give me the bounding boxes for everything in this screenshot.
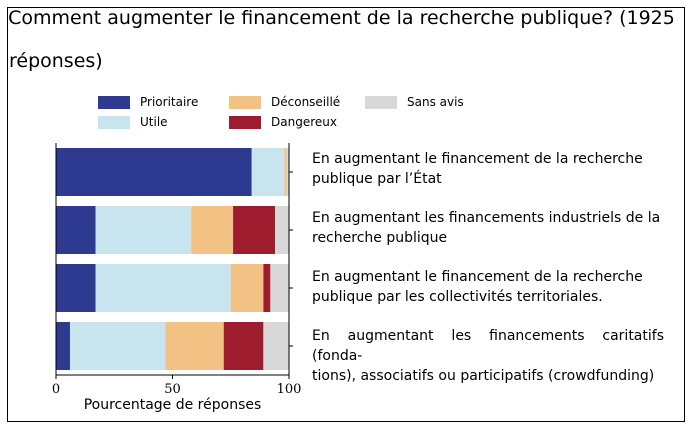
bar-segment: [230, 264, 264, 312]
legend-swatch-sans-avis: [365, 95, 397, 109]
x-tick-label: 0: [52, 382, 60, 397]
category-label-etat: En augmentant le financement de la reche…: [312, 149, 664, 189]
legend-item-deconseille: Déconseillé: [229, 95, 340, 109]
bar-segment: [56, 206, 96, 254]
category-label-line: En augmentant le financement de la reche…: [312, 151, 643, 167]
x-tick-label: 100: [277, 382, 302, 397]
bar-segment: [69, 322, 166, 370]
bar-segment: [275, 206, 289, 254]
bar-segment: [223, 322, 264, 370]
legend-swatch-deconseille: [229, 95, 261, 109]
chart-title-continued: réponses): [9, 50, 103, 72]
legend-label-dangereux: Dangereux: [271, 115, 337, 129]
bar-segment: [191, 206, 234, 254]
bar-segment: [233, 206, 276, 254]
x-tick-label: 50: [164, 382, 181, 397]
category-label-line: publique par les collectivités territori…: [312, 289, 603, 305]
legend-item-sans-avis: Sans avis: [365, 95, 464, 109]
legend-label-utile: Utile: [140, 115, 168, 129]
bar-segment: [95, 206, 192, 254]
bar-segment: [56, 264, 96, 312]
category-label-line: En augmentant les financements industrie…: [312, 210, 661, 226]
category-label-line: En augmentant le financement de la reche…: [312, 269, 643, 285]
bar-segment: [270, 264, 289, 312]
bar-segment: [56, 322, 70, 370]
bar-segment: [263, 322, 289, 370]
category-label-caritatifs: En augmentant les financements caritatif…: [312, 326, 664, 386]
legend-item-dangereux: Dangereux: [229, 115, 337, 129]
bar-segment: [263, 264, 271, 312]
bar-segment: [286, 148, 289, 196]
legend-item-prioritaire: Prioritaire: [98, 95, 198, 109]
category-label-line: tions), associatifs ou participatifs (cr…: [312, 368, 655, 384]
category-label-industriels: En augmentant les financements industrie…: [312, 208, 664, 248]
bar-segment: [284, 148, 287, 196]
legend-label-sans-avis: Sans avis: [407, 95, 464, 109]
legend-swatch-utile: [98, 115, 130, 129]
legend-swatch-dangereux: [229, 115, 261, 129]
legend-item-utile: Utile: [98, 115, 168, 129]
bar-segment: [56, 148, 252, 196]
x-axis-label: Pourcentage de réponses: [83, 397, 262, 413]
bar-segment: [251, 148, 285, 196]
category-label-line: recherche publique: [312, 230, 448, 246]
legend-label-prioritaire: Prioritaire: [140, 95, 199, 109]
bar-segment: [95, 264, 231, 312]
chart-title: Comment augmenter le financement de la r…: [8, 7, 675, 29]
category-label-collectivites: En augmentant le financement de la reche…: [312, 267, 664, 307]
bar-segment: [165, 322, 224, 370]
category-label-line: publique par l’État: [312, 171, 442, 187]
category-label-line: En augmentant les financements caritatif…: [312, 328, 664, 364]
legend-label-deconseille: Déconseillé: [271, 95, 341, 109]
legend-swatch-prioritaire: [98, 95, 130, 109]
